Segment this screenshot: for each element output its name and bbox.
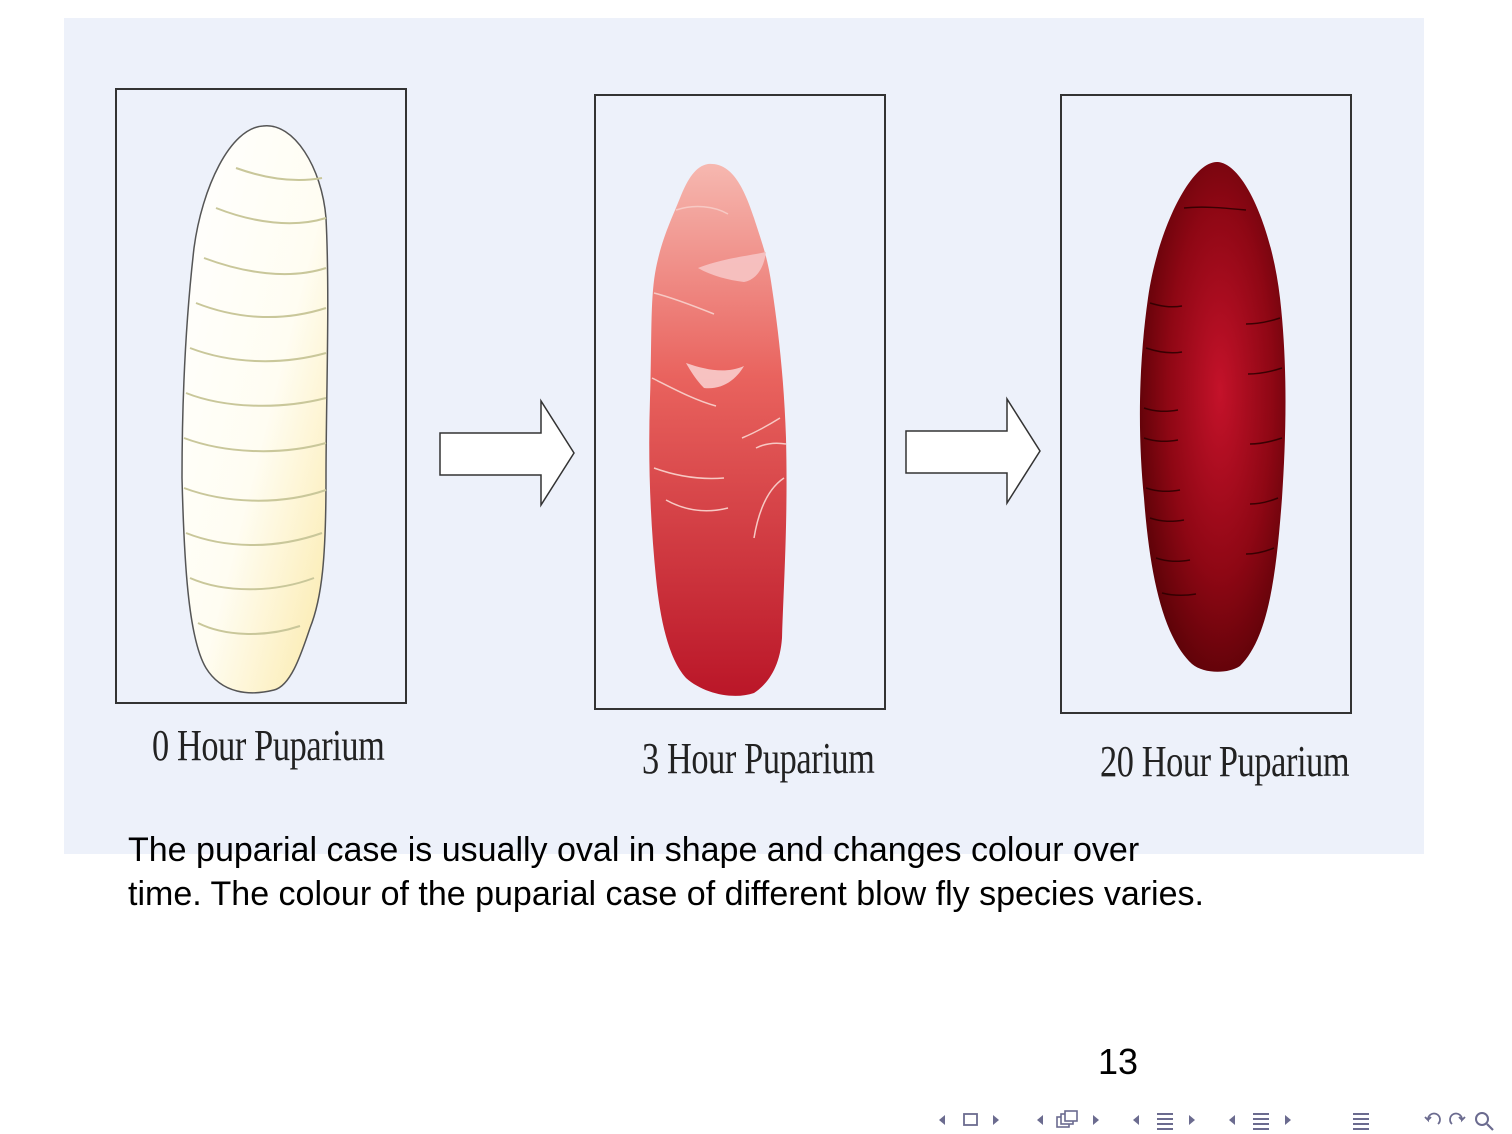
stage-0-label: 0 Hour Puparium <box>152 721 385 770</box>
nav-slide-icon[interactable] <box>1250 1106 1272 1134</box>
caption-line-1: The puparial case is usually oval in sha… <box>128 831 1140 869</box>
stage-2-puparium <box>1139 161 1286 672</box>
arrow-2 <box>905 396 1041 506</box>
caption-line-2: time. The colour of the puparial case of… <box>128 875 1204 913</box>
stage-1-puparium <box>649 163 787 696</box>
nav-next-frame-icon[interactable] <box>990 1106 1002 1134</box>
stage-2-label: 20 Hour Puparium <box>1100 737 1350 786</box>
nav-prev-section-icon[interactable] <box>1130 1106 1142 1134</box>
arrow-1 <box>439 398 575 508</box>
stage-0-frame <box>115 88 407 704</box>
nav-next-section-icon[interactable] <box>1186 1106 1198 1134</box>
stage-2-frame <box>1060 94 1352 714</box>
navigation-bar <box>930 1106 1505 1134</box>
nav-search-icon[interactable] <box>1472 1106 1498 1134</box>
nav-section-icon[interactable] <box>1154 1106 1176 1134</box>
caption: The puparial case is usually oval in sha… <box>128 828 1388 916</box>
page-number: 13 <box>1098 1041 1139 1082</box>
stage-1-frame <box>594 94 886 710</box>
figure-panel: 0 Hour Puparium 3 Hour Puparium 20 Hour … <box>64 18 1424 854</box>
stage-0-puparium <box>181 125 329 694</box>
nav-prev-slide-icon[interactable] <box>1226 1106 1238 1134</box>
nav-back-icon[interactable] <box>1422 1106 1444 1134</box>
nav-subsection-icon[interactable] <box>1054 1106 1080 1134</box>
nav-prev-subsection-icon[interactable] <box>1034 1106 1046 1134</box>
nav-next-slide-icon[interactable] <box>1282 1106 1294 1134</box>
puparium-figure <box>115 88 1352 714</box>
nav-next-subsection-icon[interactable] <box>1090 1106 1102 1134</box>
nav-forward-icon[interactable] <box>1446 1106 1468 1134</box>
nav-prev-frame-icon[interactable] <box>936 1106 948 1134</box>
nav-document-icon[interactable] <box>1350 1106 1372 1134</box>
nav-frame-icon[interactable] <box>960 1106 982 1134</box>
stage-1-label: 3 Hour Puparium <box>642 734 875 783</box>
